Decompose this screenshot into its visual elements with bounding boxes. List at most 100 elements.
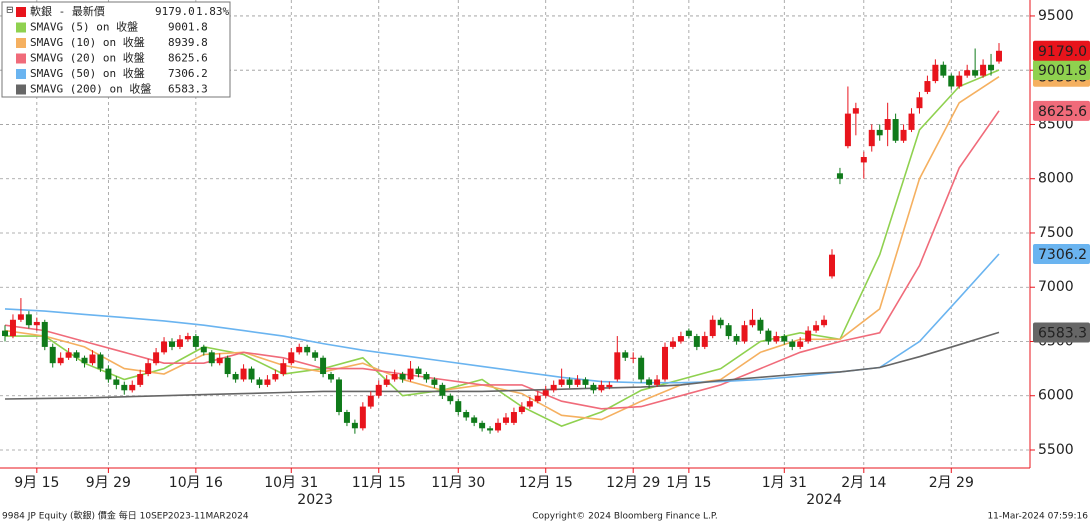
last-value-box [1033, 60, 1090, 81]
candle-body [208, 352, 215, 364]
last-value-label: 8625.6 [1038, 104, 1087, 120]
footer-right: 11-Mar-2024 07:59:16 [987, 512, 1088, 522]
candle-body [447, 395, 454, 402]
x-tick-label: 12月 29 [606, 475, 660, 491]
candle-body [582, 379, 589, 385]
last-value-box [1033, 243, 1090, 264]
candle-body [471, 417, 478, 423]
candle-body [240, 368, 247, 380]
candle-body [542, 390, 549, 396]
candle-body [964, 70, 971, 76]
candle-body [129, 384, 136, 391]
candle-body [598, 384, 605, 391]
candle-body [312, 352, 319, 358]
legend-value: 8939.8 [168, 36, 208, 49]
candle-body [956, 75, 963, 87]
candle-body [566, 379, 573, 385]
x-tick-label: 2月 14 [841, 475, 886, 491]
candle-body [288, 352, 295, 364]
legend-value: 9179.0 [155, 5, 195, 18]
candle-body [638, 357, 645, 380]
candle-body [280, 363, 287, 375]
legend-value: 8625.6 [168, 52, 208, 65]
candle-body [137, 374, 144, 385]
candle-body [924, 81, 931, 92]
candle-body [41, 321, 48, 347]
candle-body [622, 352, 629, 358]
candle-body [383, 379, 390, 385]
y-tick-label: 8000 [1038, 171, 1074, 187]
candle-body [805, 330, 812, 342]
x-tick-label: 10月 16 [169, 475, 223, 491]
candle-body [590, 384, 597, 391]
last-price-label: 9179.0 [1038, 44, 1087, 60]
y-tick-label: 6000 [1038, 388, 1074, 404]
candle-body [574, 379, 581, 385]
candle-body [685, 330, 692, 337]
candle-body [534, 395, 541, 402]
candle-body [145, 363, 152, 375]
legend-swatch [16, 22, 26, 33]
candle-body [860, 157, 867, 163]
candle-body [852, 108, 859, 114]
candle-body [876, 129, 883, 136]
candle-body [606, 384, 613, 388]
candle-body [765, 330, 772, 342]
candle-body [495, 422, 502, 431]
candle-body [781, 336, 788, 342]
legend-collapse: ⊟ [6, 6, 14, 16]
candle-body [89, 354, 96, 364]
candle-body [487, 428, 494, 431]
candle-body [725, 325, 732, 337]
candle-body [153, 352, 160, 364]
candle-body [733, 336, 740, 342]
last-value-label: 9001.8 [1038, 63, 1087, 79]
candle-body [33, 321, 40, 326]
candle-body [415, 368, 422, 375]
legend-label: SMAVG (20) on 收盤 [30, 51, 145, 65]
candle-body [232, 374, 239, 380]
candle-body [168, 341, 175, 347]
candle-body [892, 119, 899, 141]
candle-body [844, 113, 851, 147]
candle-body [2, 330, 9, 337]
candle-body [669, 341, 676, 347]
legend: ⊟ 軟銀 - 最新價 9179.0 1.83% SMAVG (5) on 收盤 9001.… [1, 1, 231, 98]
legend-change: 1.83% [196, 5, 229, 18]
x-tick-label: 1月 15 [666, 475, 711, 491]
legend-swatch [16, 38, 26, 48]
sma-line [4, 76, 1000, 421]
candle-body [105, 368, 112, 380]
legend-value: 6583.3 [168, 83, 208, 96]
legend-label: 軟銀 - 最新價 [30, 4, 105, 18]
x-tick-label: 11月 15 [352, 475, 406, 491]
y-tick-label: 5500 [1038, 442, 1074, 458]
candle-body [97, 354, 104, 369]
x-tick-label: 10月 31 [264, 475, 318, 491]
legend-value: 7306.2 [168, 67, 208, 80]
footer-center: Copyright© 2024 Bloomberg Finance L.P. [532, 512, 717, 522]
candle-body [328, 374, 335, 380]
candle-body [868, 129, 875, 147]
candle-body [81, 357, 88, 364]
candle-body [757, 319, 764, 331]
candle-body [375, 384, 382, 396]
x-tick-label: 9月 15 [14, 475, 59, 491]
candle-body [558, 379, 565, 385]
last-price-box [1033, 40, 1090, 61]
candle-body [455, 401, 462, 413]
candle-body [256, 379, 263, 385]
legend-label: SMAVG (5) on 收盤 [30, 20, 138, 34]
y-tick-label: 7500 [1038, 225, 1074, 241]
legend-swatch [16, 69, 26, 79]
candle-body [57, 357, 64, 364]
candle-body [304, 346, 311, 353]
candle-body [200, 346, 207, 353]
candle-body [25, 314, 32, 326]
candle-body [828, 254, 835, 277]
candle-body [423, 374, 430, 380]
year-label: 2023 [297, 492, 333, 508]
legend-swatch [16, 84, 26, 95]
last-value-label: 6583.3 [1038, 325, 1087, 341]
candle-body [693, 336, 700, 347]
